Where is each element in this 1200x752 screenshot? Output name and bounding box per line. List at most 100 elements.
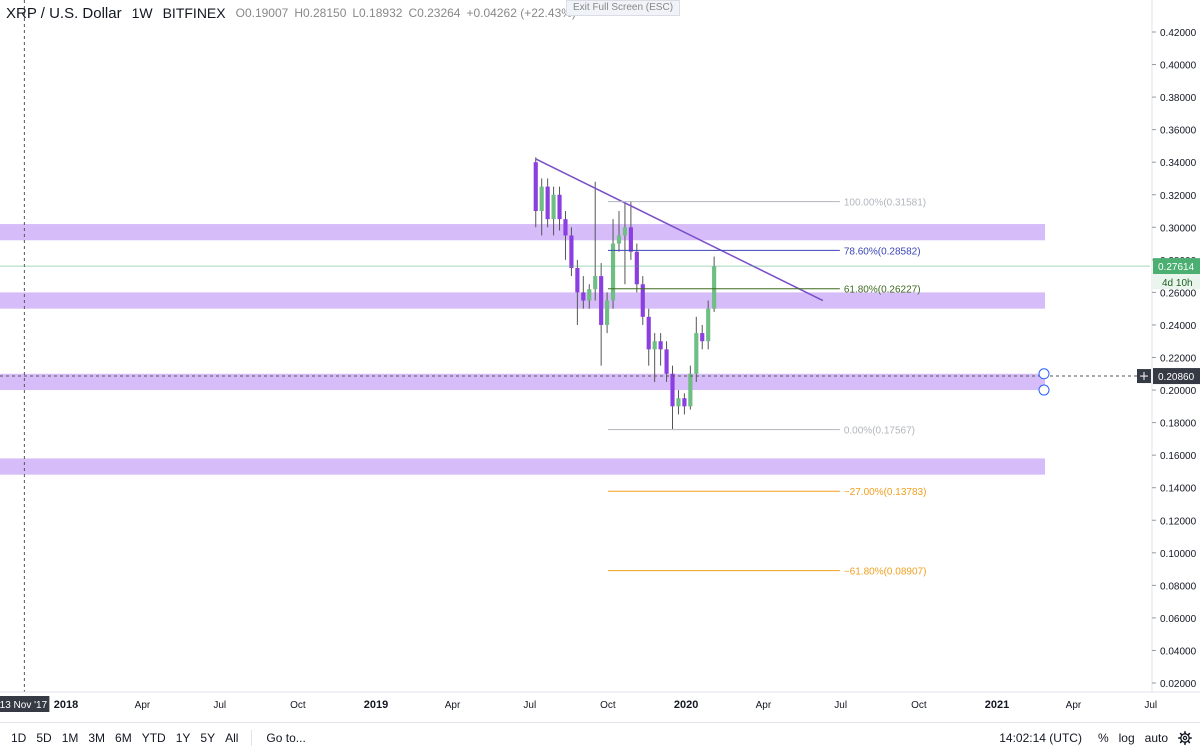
candle-body [658, 341, 663, 350]
candle [676, 390, 681, 415]
last-price-tag-bg [1153, 258, 1200, 275]
exit-fullscreen-button[interactable]: Exit Full Screen (ESC) [566, 0, 681, 16]
price-tick-label: 0.40000 [1160, 61, 1197, 72]
range-5d[interactable]: 5D [36, 730, 52, 745]
high-value: H0.28150 [294, 6, 347, 20]
crosshair-price-value: 0.20860 [1158, 372, 1195, 383]
candle [593, 181, 598, 301]
candle-body [682, 398, 687, 407]
percent-toggle[interactable]: % [1097, 730, 1109, 745]
price-tick-label: 0.24000 [1160, 321, 1197, 332]
last-price-value: 0.27614 [1158, 262, 1195, 273]
support-zone [0, 292, 1045, 309]
price-tick-label: 0.12000 [1160, 516, 1197, 527]
time-tick-label: 2021 [985, 699, 1009, 711]
date-range-buttons: 1D 5D 1M 3M 6M YTD 1Y 5Y All [6, 731, 243, 745]
ohlc-values: O0.19007 H0.28150 L0.18932 C0.23264 +0.0… [236, 6, 576, 20]
last-price-tag: 0.27614 4d 10h [1153, 258, 1200, 290]
exchange-label: BITFINEX [162, 5, 226, 21]
interval-label[interactable]: 1W [131, 5, 153, 21]
candle-body [610, 243, 616, 301]
crosshair-price-tag: 0.20860 [1153, 368, 1200, 385]
range-1m[interactable]: 1M [61, 730, 79, 745]
candle [610, 219, 616, 309]
time-tick-label: Apr [1066, 700, 1082, 711]
time-highlight-bg [0, 696, 50, 712]
toolbar-divider [251, 729, 253, 746]
range-1d[interactable]: 1D [11, 730, 27, 745]
fib-label: 100.00%(0.31581) [844, 198, 926, 209]
price-tick-label: 0.14000 [1160, 484, 1197, 495]
candle [628, 201, 633, 260]
time-tick-label: 2018 [54, 699, 78, 711]
candle [533, 157, 538, 228]
candle [634, 243, 639, 293]
price-chart[interactable]: 100.00%(0.31581) 78.60%(0.28582) 61.80%(0.… [0, 0, 1200, 722]
range-3m[interactable]: 3M [88, 730, 106, 745]
right-tools: 14:02:14 (UTC) % log auto [999, 723, 1192, 752]
log-toggle[interactable]: log [1118, 730, 1135, 745]
candle [616, 211, 622, 252]
price-tick-label: 0.08000 [1160, 581, 1197, 592]
time-tick-label: Jul [213, 700, 226, 711]
candle [646, 308, 651, 366]
auto-toggle[interactable]: auto [1144, 730, 1168, 745]
price-tick-label: 0.26000 [1160, 288, 1197, 299]
candle [688, 365, 693, 410]
candle [599, 263, 604, 366]
candle-body [616, 235, 622, 244]
range-ytd[interactable]: YTD [141, 730, 166, 745]
candle [539, 178, 544, 236]
range-1y[interactable]: 1Y [175, 730, 191, 745]
low-value: L0.18932 [352, 6, 403, 20]
fib-label: 78.60%(0.28582) [844, 246, 921, 257]
time-tick-label: Apr [445, 700, 461, 711]
candle-body [652, 341, 657, 350]
price-axis: 0.42000 0.40000 0.38000 0.36000 0.34000 0.320… [1151, 0, 1197, 692]
goto-button[interactable]: Go to... [266, 730, 306, 745]
time-tick-label: Oct [600, 700, 616, 711]
candle-body [700, 333, 705, 342]
candle-body [670, 373, 675, 407]
candle-body [599, 276, 604, 325]
candle-body [605, 300, 610, 325]
candle [670, 365, 675, 430]
candle-body [694, 333, 699, 374]
candle [640, 276, 645, 325]
utc-clock[interactable]: 14:02:14 (UTC) [999, 730, 1082, 745]
candle-body [539, 186, 544, 212]
range-all[interactable]: All [225, 730, 239, 745]
candle [682, 393, 687, 415]
time-tick-label: Jul [523, 700, 536, 711]
price-tick-label: 0.20000 [1160, 386, 1197, 397]
price-tick-label: 0.32000 [1160, 191, 1197, 202]
time-highlight-label: 13 Nov '17 [0, 700, 48, 711]
price-tick-label: 0.10000 [1160, 549, 1197, 560]
range-5y[interactable]: 5Y [200, 730, 216, 745]
candle-body [581, 292, 586, 301]
candle-body [712, 266, 717, 309]
symbol-name[interactable]: XRP / U.S. Dollar [6, 4, 122, 22]
price-tick-label: 0.36000 [1160, 126, 1197, 137]
candle-body [569, 235, 574, 268]
fib-label: 61.80%(0.26227) [844, 285, 921, 296]
candle [652, 333, 657, 382]
candle-body [706, 308, 711, 342]
open-value: O0.19007 [235, 6, 289, 20]
close-value: C0.23264 [408, 6, 461, 20]
price-tick-label: 0.42000 [1160, 28, 1197, 39]
price-tick-label: 0.30000 [1160, 223, 1197, 234]
price-tick-label: 0.06000 [1160, 614, 1197, 625]
gear-icon[interactable] [1178, 730, 1192, 745]
time-tick-label: Jul [1144, 700, 1157, 711]
candle-body [593, 276, 598, 290]
candle [605, 292, 610, 334]
candle [587, 284, 592, 309]
time-tick-label: 2020 [674, 699, 698, 711]
fib-label: −61.80%(0.08907) [844, 567, 927, 578]
candle-body [646, 316, 651, 350]
candle-body [575, 267, 580, 293]
price-tick-label: 0.34000 [1160, 158, 1197, 169]
range-6m[interactable]: 6M [115, 730, 132, 745]
candle-body [551, 194, 556, 220]
